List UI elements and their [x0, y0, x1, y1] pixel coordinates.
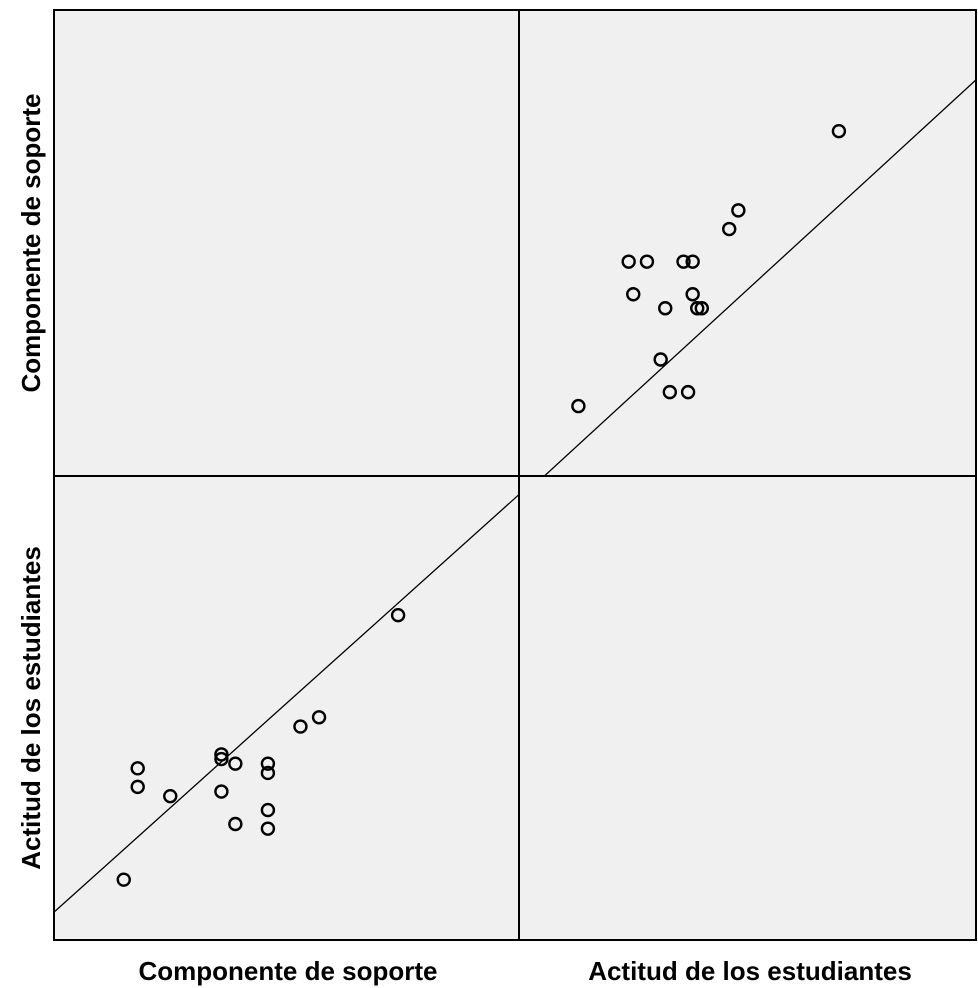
top-right-point-1: [571, 398, 586, 414]
bottom-left-point-6: [214, 751, 229, 767]
row-title-1: Componente de soporte: [16, 93, 46, 392]
top-right-point-14: [722, 221, 737, 237]
bottom-left-point-5: [214, 747, 229, 762]
chart-marks: [54, 79, 976, 913]
top-right-point-3: [662, 384, 678, 400]
cell-top-left-bg: [54, 10, 519, 476]
column-title-1: Componente de soporte: [138, 956, 437, 986]
bottom-left-point-10: [260, 756, 276, 771]
top-right-point-15: [731, 203, 746, 218]
cell-bottom-left-bg: [54, 476, 519, 940]
top-right-point-4: [653, 352, 668, 367]
matrix-frame: [53, 9, 977, 941]
bottom-left-point-13: [260, 821, 276, 836]
top-right-point-11: [676, 254, 691, 269]
bottom-left-point-16: [390, 608, 406, 623]
top-right-points: [571, 123, 847, 414]
top-right-point-12: [639, 254, 655, 269]
bottom-left-point-14: [293, 719, 308, 734]
fit-line-top-right: [543, 79, 976, 476]
top-right-point-5: [694, 301, 709, 316]
fit-line-bottom-left: [54, 494, 519, 913]
bottom-left-point-12: [260, 802, 276, 818]
bottom-left-point-3: [130, 779, 145, 795]
top-right-point-13: [621, 254, 636, 269]
bottom-left-point-2: [130, 761, 145, 776]
bottom-left-point-9: [228, 816, 243, 832]
top-right-point-10: [685, 254, 700, 269]
row-title-2: Actitud de los estudiantes: [16, 546, 46, 870]
top-right-point-6: [690, 301, 705, 316]
top-right-point-8: [685, 287, 700, 302]
top-right-point-9: [626, 287, 641, 302]
bottom-left-point-1: [116, 872, 131, 887]
bottom-left-point-8: [228, 756, 243, 771]
top-right-point-2: [680, 384, 696, 400]
bottom-left-point-7: [214, 784, 229, 799]
bottom-left-point-4: [163, 788, 178, 804]
bottom-left-point-15: [311, 710, 327, 725]
cell-top-right-bg: [519, 10, 976, 476]
top-right-point-7: [658, 301, 673, 316]
bottom-left-point-11: [260, 765, 276, 781]
top-right-point-16: [831, 123, 847, 139]
bottom-left-points: [116, 608, 406, 887]
cell-bottom-right-bg: [519, 476, 976, 940]
cell-backgrounds: [54, 10, 976, 940]
column-title-2: Actitud de los estudiantes: [588, 956, 912, 986]
